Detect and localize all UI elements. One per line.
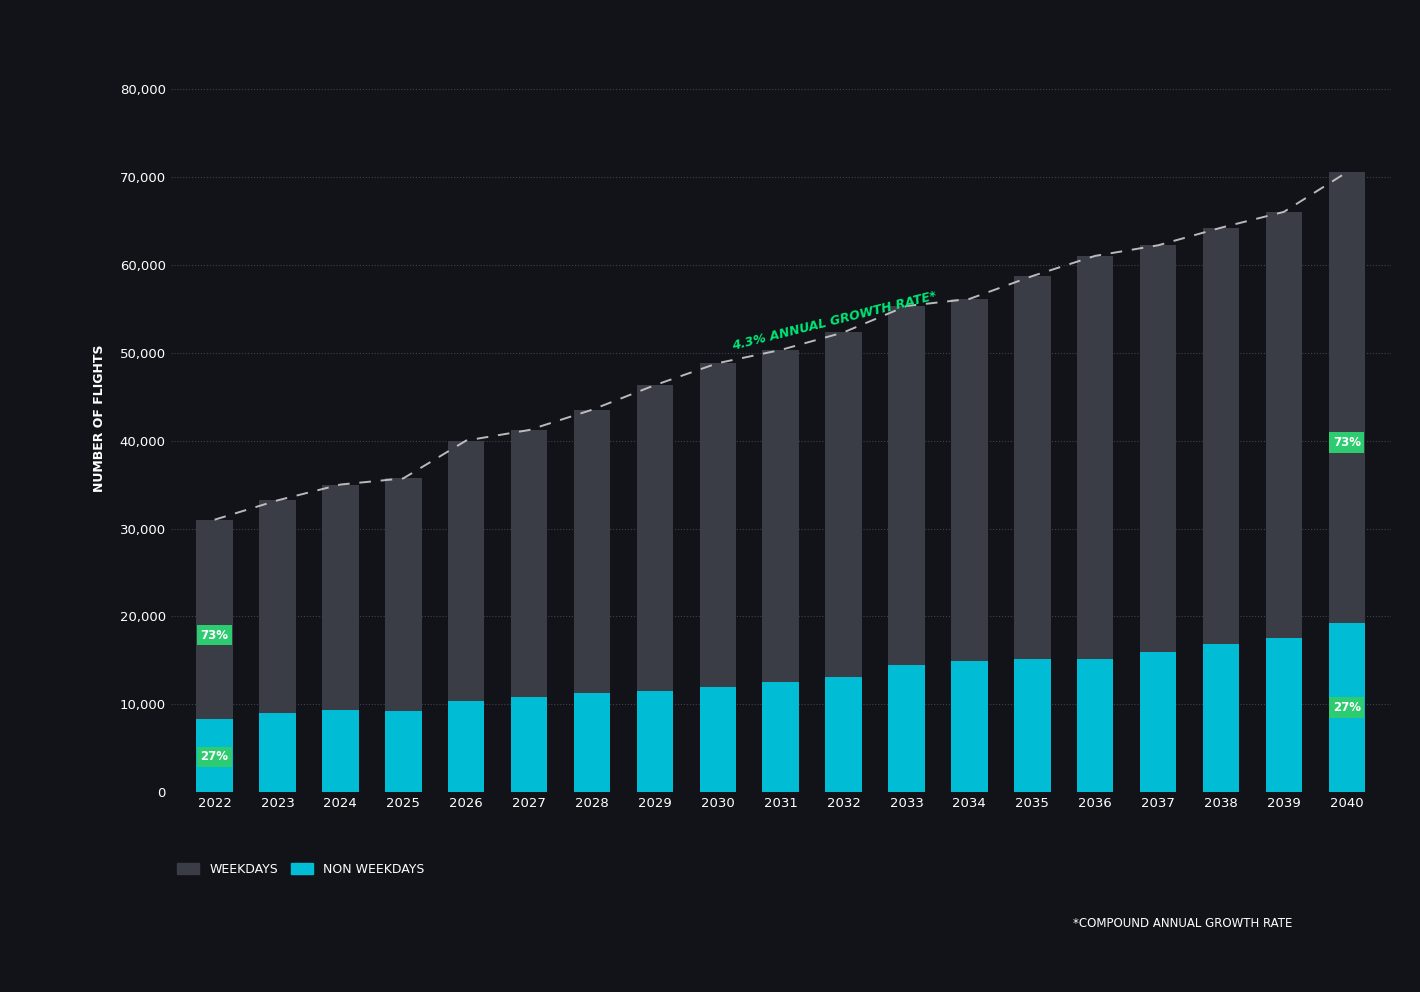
Text: NUMBER OF FLIGHTS: NUMBER OF FLIGHTS xyxy=(94,345,106,492)
Bar xyxy=(574,693,611,793)
Bar xyxy=(763,350,799,682)
Bar xyxy=(1265,639,1302,793)
Bar xyxy=(322,709,359,793)
Bar xyxy=(385,478,422,711)
Bar xyxy=(196,718,233,793)
Bar xyxy=(636,691,673,793)
Text: 73%: 73% xyxy=(1333,436,1360,449)
Text: 73%: 73% xyxy=(200,629,229,642)
Bar xyxy=(1014,276,1051,659)
Text: 4.3% ANNUAL GROWTH RATE*: 4.3% ANNUAL GROWTH RATE* xyxy=(730,290,937,353)
Bar xyxy=(889,306,924,665)
Bar xyxy=(1265,212,1302,639)
Bar xyxy=(385,711,422,793)
Bar xyxy=(511,697,547,793)
Bar xyxy=(322,484,359,709)
Bar xyxy=(636,385,673,691)
Text: 27%: 27% xyxy=(200,750,229,764)
Bar xyxy=(260,713,295,793)
Bar xyxy=(1140,245,1176,652)
Bar xyxy=(447,440,484,701)
Bar xyxy=(260,500,295,713)
Bar xyxy=(889,665,924,793)
Text: 27%: 27% xyxy=(1333,701,1360,714)
Bar xyxy=(1076,256,1113,659)
Bar xyxy=(763,682,799,793)
Legend: WEEKDAYS, NON WEEKDAYS: WEEKDAYS, NON WEEKDAYS xyxy=(176,863,425,876)
Bar xyxy=(1014,659,1051,793)
Bar xyxy=(951,299,987,662)
Bar xyxy=(825,332,862,678)
Bar xyxy=(1329,173,1365,623)
Bar xyxy=(825,678,862,793)
Bar xyxy=(1203,228,1240,644)
Bar xyxy=(1140,652,1176,793)
Bar xyxy=(700,363,736,686)
Bar xyxy=(511,430,547,697)
Bar xyxy=(574,410,611,693)
Bar xyxy=(1076,659,1113,793)
Bar xyxy=(951,662,987,793)
Bar xyxy=(700,686,736,793)
Bar xyxy=(1203,644,1240,793)
Text: *COMPOUND ANNUAL GROWTH RATE: *COMPOUND ANNUAL GROWTH RATE xyxy=(1074,917,1292,930)
Bar xyxy=(196,520,233,718)
Bar xyxy=(1329,623,1365,793)
Bar xyxy=(447,701,484,793)
